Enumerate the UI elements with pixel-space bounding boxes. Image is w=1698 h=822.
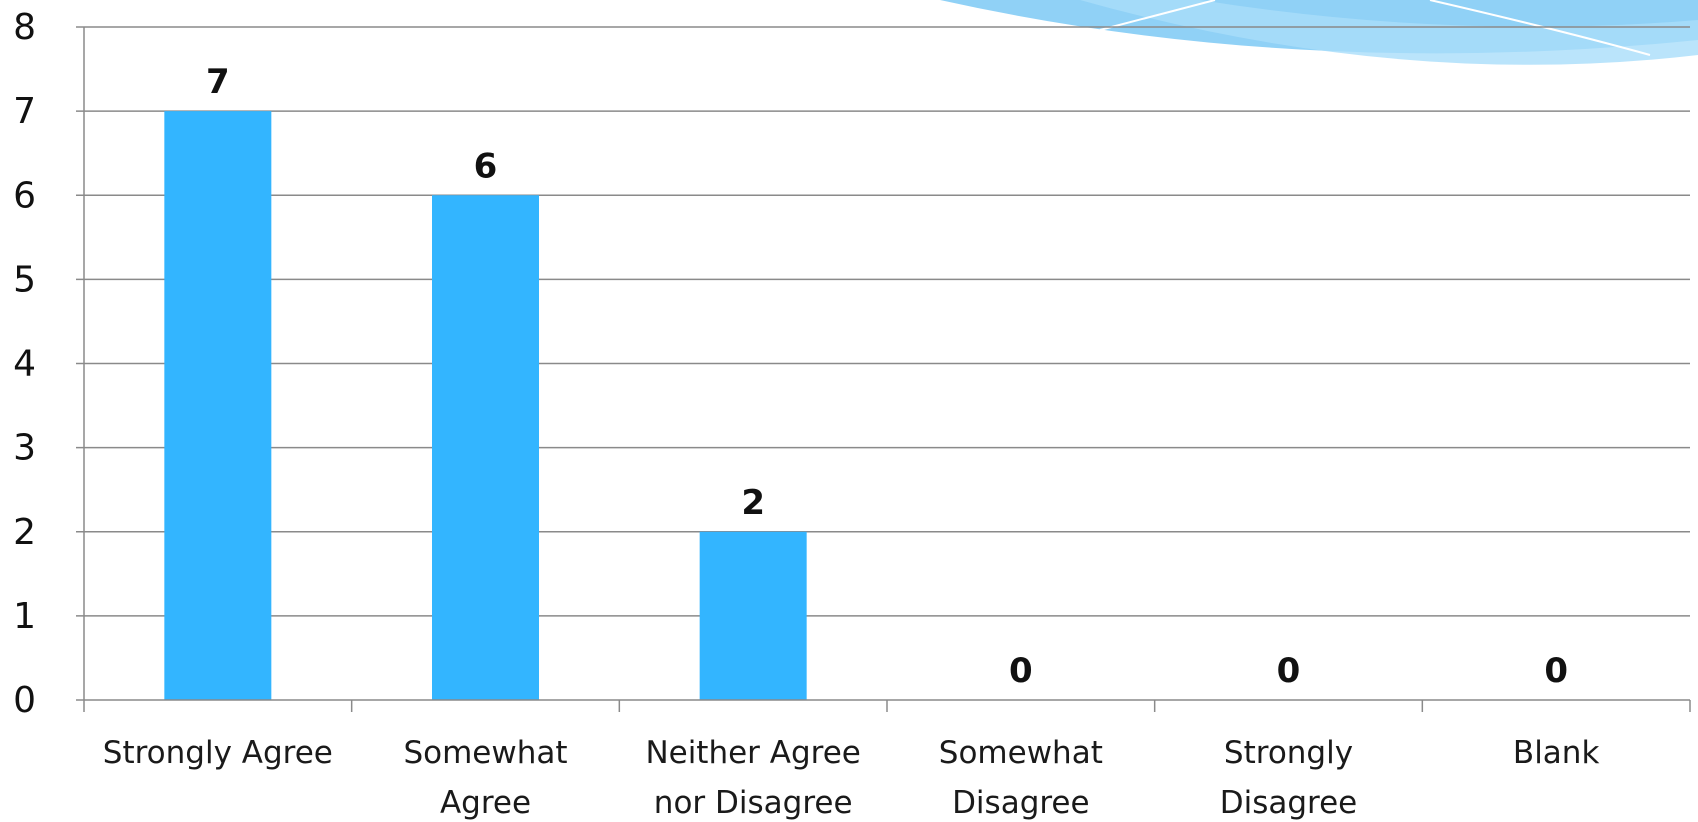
value-label: 2	[741, 483, 765, 523]
swoosh-line	[1099, 0, 1216, 31]
y-tick-label: 7	[13, 91, 36, 132]
category-label: Neither Agree	[645, 735, 860, 771]
y-tick-label: 1	[13, 596, 36, 637]
y-tick-label: 2	[13, 512, 36, 553]
category-label: Disagree	[952, 785, 1090, 821]
y-tick-label: 3	[13, 428, 36, 469]
bar	[432, 195, 539, 700]
y-tick-label: 0	[13, 680, 36, 721]
value-label: 0	[1544, 651, 1568, 691]
category-label: Strongly	[1224, 735, 1353, 771]
swoosh-band	[1080, 0, 1698, 65]
value-labels: 7 6 2 0 0 0	[206, 62, 1568, 691]
value-label: 0	[1009, 651, 1033, 691]
swoosh-line	[1429, 0, 1651, 56]
category-label: Disagree	[1220, 785, 1358, 821]
bar	[164, 111, 272, 700]
bars	[164, 111, 807, 700]
y-tick-label: 8	[13, 7, 36, 48]
y-tick-label: 6	[13, 175, 36, 216]
category-label: Somewhat	[403, 735, 567, 771]
category-label: Somewhat	[939, 735, 1103, 771]
category-label: Agree	[440, 785, 531, 821]
category-label: Strongly Agree	[103, 735, 333, 771]
y-tick-label: 4	[13, 344, 36, 385]
bar	[699, 531, 807, 700]
value-label: 7	[206, 62, 230, 102]
category-label: nor Disagree	[654, 785, 853, 821]
x-axis: Strongly Agree Somewhat Agree Neither Agree…	[83, 699, 1691, 821]
y-axis: 0 1 2 3 4 5 6 7 8	[13, 7, 85, 721]
value-label: 0	[1277, 651, 1301, 691]
decorative-swoosh	[940, 0, 1698, 65]
category-label: Blank	[1513, 735, 1600, 771]
y-tick-label: 5	[13, 259, 36, 300]
value-label: 6	[474, 146, 498, 186]
gridlines	[84, 26, 1690, 617]
